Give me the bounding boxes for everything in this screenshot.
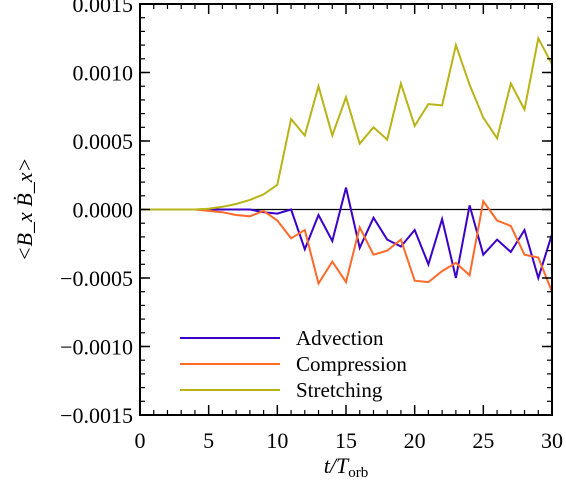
x-axis-label: t/Torb [324,453,368,481]
tick-labels: 0 5 10 15 20 25 30 0.0015 0.0010 0.0005 0.0000 −0.0… [60,0,563,453]
x-tick-label: 15 [335,428,357,453]
series-line-compression [140,198,553,293]
series-line-stretching [140,35,553,211]
y-tick-label: 0.0005 [73,129,134,154]
y-tick-label: 0.0015 [73,0,134,17]
legend-label-stretching: Stretching [296,378,383,402]
x-tick-label: 20 [404,428,426,453]
legend-label-advection: Advection [296,326,384,350]
x-tick-label: 0 [135,428,146,453]
x-axis-label-main: t/T [324,453,350,478]
axis-ticks [139,3,553,416]
y-tick-label: −0.0005 [60,266,133,291]
y-axis-label: <B_x Ḃ_x> [12,158,37,262]
series-line-advection [140,187,553,282]
x-tick-label: 30 [541,428,563,453]
x-tick-label: 5 [203,428,214,453]
legend-label-compression: Compression [296,352,407,376]
x-axis-label-sub: orb [348,465,368,481]
y-tick-label: −0.0015 [60,403,133,428]
y-tick-label: 0.0000 [73,198,134,223]
y-tick-label: 0.0010 [73,61,134,86]
plot-marks [140,35,553,293]
y-tick-label: −0.0010 [60,335,133,360]
x-tick-label: 10 [266,428,288,453]
x-tick-label: 25 [472,428,494,453]
